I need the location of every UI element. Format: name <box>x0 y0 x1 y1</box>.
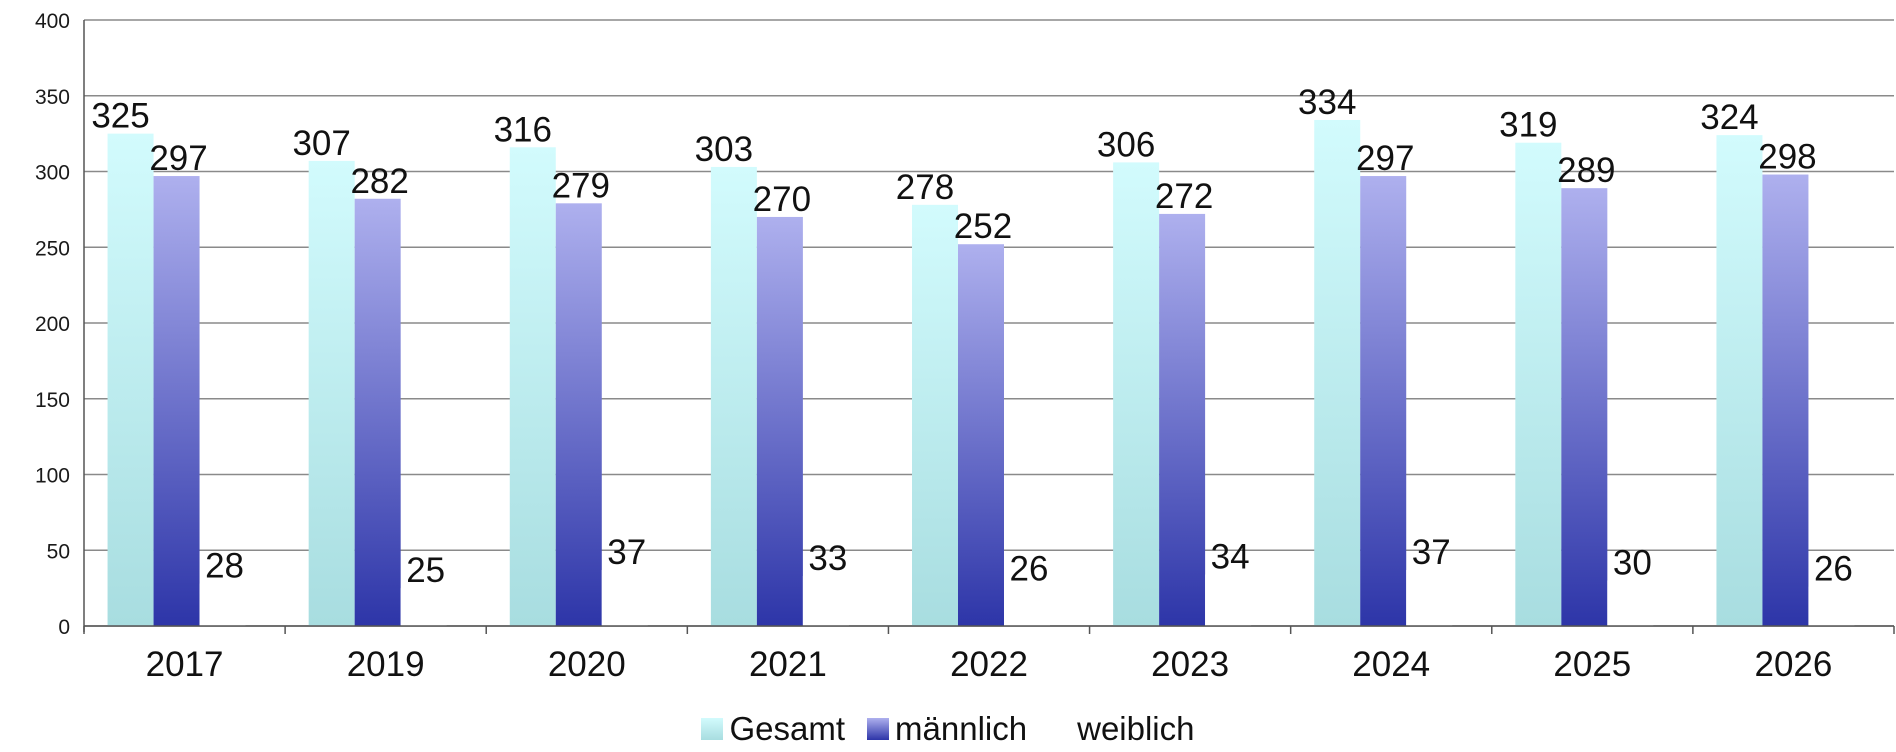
data-label: 282 <box>350 162 408 201</box>
data-label: 325 <box>91 97 149 136</box>
bar-weiblich-2020 <box>601 569 648 626</box>
data-label: 28 <box>205 547 244 586</box>
bar-gesamt-2017 <box>107 133 154 626</box>
data-labels: 3252972830728225316279373032703327825226… <box>91 83 1853 590</box>
data-label: 26 <box>1010 550 1049 589</box>
bar-gesamt-2019 <box>308 160 355 626</box>
data-label: 316 <box>494 110 552 149</box>
bar-weiblich-2017 <box>199 583 246 626</box>
y-tick-label: 0 <box>58 616 70 639</box>
bar-mnnlich-2022 <box>958 244 1004 626</box>
x-tick-label: 2023 <box>1151 645 1229 684</box>
bar-gesamt-2021 <box>710 166 757 626</box>
x-tick-label: 2017 <box>146 645 224 684</box>
x-tick-label: 2026 <box>1755 645 1833 684</box>
bar-mnnlich-2023 <box>1159 213 1206 627</box>
bar-weiblich-2022 <box>1004 586 1050 626</box>
legend-swatch-weiblich <box>1049 717 1072 740</box>
bar-mnnlich-2019 <box>354 198 401 626</box>
legend-item-maennlich: männlich <box>867 712 1027 745</box>
data-label: 297 <box>149 139 207 178</box>
legend-swatch-gesamt <box>701 717 724 740</box>
bar-gesamt-2024 <box>1314 119 1361 627</box>
bar-gesamt-2022 <box>912 204 958 626</box>
legend-item-weiblich: weiblich <box>1049 710 1195 747</box>
data-label: 37 <box>607 533 646 572</box>
bar-weiblich-2024 <box>1406 569 1453 626</box>
x-tick-label: 2021 <box>749 645 827 684</box>
data-label: 270 <box>753 180 811 219</box>
y-tick-label: 150 <box>35 389 70 412</box>
legend-swatch-maennlich <box>867 717 890 740</box>
y-tick-label: 350 <box>35 86 70 109</box>
legend: Gesamt männlich weiblich <box>0 712 1896 745</box>
data-label: 303 <box>695 130 753 169</box>
bar-weiblich-2023 <box>1205 574 1252 626</box>
bar-weiblich-2021 <box>802 576 849 626</box>
legend-label-weiblich: weiblich <box>1077 710 1195 747</box>
x-tick-label: 2020 <box>548 645 626 684</box>
y-tick-label: 200 <box>35 313 70 336</box>
legend-item-gesamt: Gesamt <box>701 712 845 745</box>
bar-mnnlich-2021 <box>756 216 803 626</box>
x-tick-label: 2019 <box>347 645 425 684</box>
x-tick-label: 2025 <box>1553 645 1631 684</box>
bar-mnnlich-2025 <box>1561 188 1608 627</box>
data-label: 37 <box>1412 533 1451 572</box>
data-label: 324 <box>1700 98 1758 137</box>
data-label: 33 <box>808 539 847 578</box>
bar-weiblich-2019 <box>400 588 447 626</box>
bar-weiblich-2025 <box>1607 580 1654 626</box>
data-label: 252 <box>954 207 1012 246</box>
y-tick-label: 100 <box>35 465 70 488</box>
data-label: 306 <box>1097 125 1155 164</box>
y-tick-label: 50 <box>47 540 70 563</box>
legend-label-gesamt: Gesamt <box>729 710 846 747</box>
x-tick-label: 2024 <box>1352 645 1430 684</box>
data-label: 34 <box>1211 537 1250 576</box>
data-label: 334 <box>1298 83 1356 122</box>
legend-label-maennlich: männlich <box>895 710 1028 747</box>
y-tick-label: 250 <box>35 237 70 260</box>
y-tick-label: 300 <box>35 162 70 185</box>
bars <box>107 119 1855 627</box>
bar-mnnlich-2020 <box>555 203 602 626</box>
y-tick-label: 400 <box>35 10 70 33</box>
data-label: 26 <box>1814 550 1853 589</box>
bar-mnnlich-2024 <box>1360 176 1407 627</box>
bar-gesamt-2023 <box>1113 162 1160 626</box>
bar-gesamt-2025 <box>1515 142 1562 626</box>
data-label: 307 <box>292 124 350 163</box>
bar-gesamt-2026 <box>1716 135 1763 626</box>
data-label: 298 <box>1758 138 1816 177</box>
bar-gesamt-2020 <box>509 147 556 626</box>
data-label: 278 <box>896 168 954 207</box>
data-label: 289 <box>1557 151 1615 190</box>
axes: 0 50 100 150 200 250 300 350 400 2017 2019 2020 2021… <box>35 10 1895 684</box>
data-label: 319 <box>1499 106 1557 145</box>
bar-weiblich-2026 <box>1808 586 1855 626</box>
data-label: 279 <box>552 166 610 205</box>
x-tick-label: 2022 <box>950 645 1028 684</box>
data-label: 297 <box>1356 139 1414 178</box>
data-label: 25 <box>406 551 445 590</box>
data-label: 30 <box>1613 544 1652 583</box>
data-label: 272 <box>1155 177 1213 216</box>
bar-mnnlich-2017 <box>153 176 200 627</box>
bar-mnnlich-2026 <box>1762 174 1809 626</box>
